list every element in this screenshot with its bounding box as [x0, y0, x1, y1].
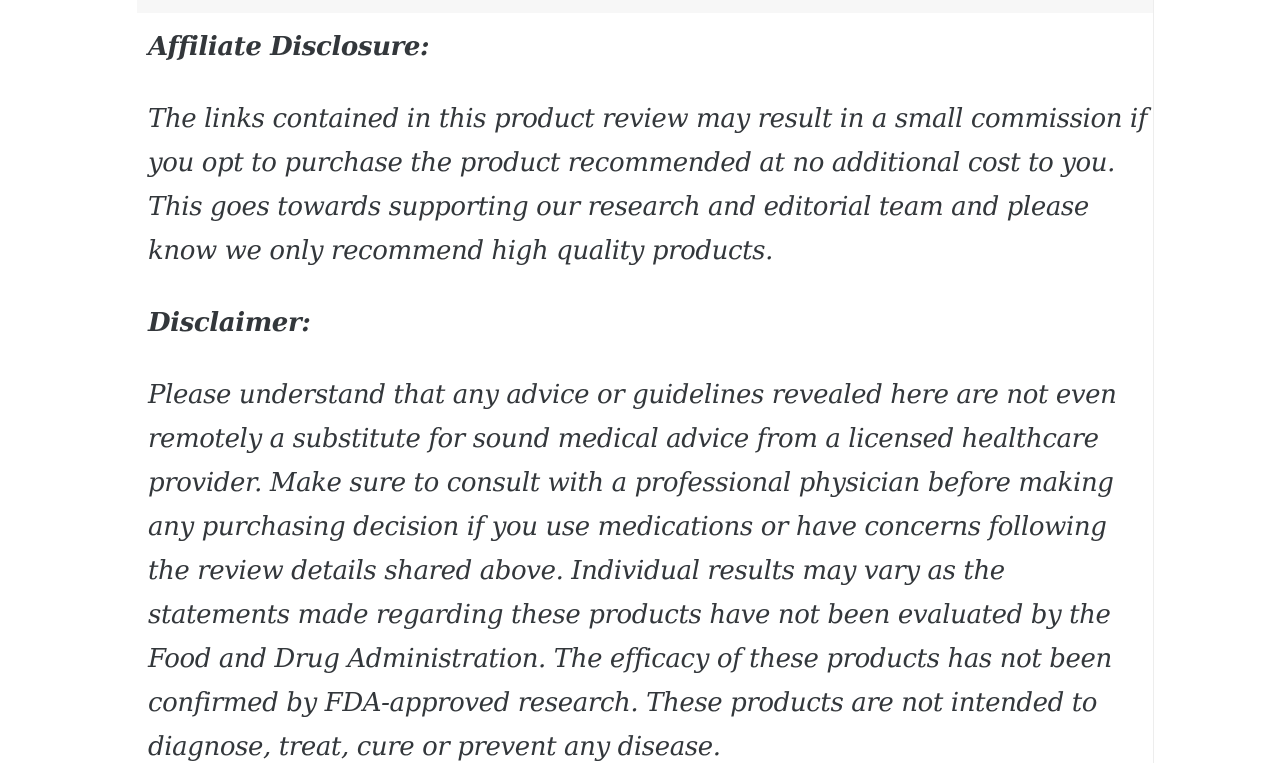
top-strip-divider	[137, 0, 1153, 13]
right-column-divider	[1153, 0, 1154, 763]
article-column: Affiliate Disclosure: The links containe…	[137, 0, 1154, 763]
affiliate-disclosure-heading: Affiliate Disclosure:	[148, 32, 430, 62]
affiliate-disclosure-paragraph: The links contained in this product revi…	[148, 104, 1148, 266]
disclaimer-paragraph: Please understand that any advice or gui…	[148, 380, 1117, 762]
disclaimer-heading: Disclaimer:	[148, 308, 311, 338]
article-content: Affiliate Disclosure: The links containe…	[148, 13, 1154, 763]
